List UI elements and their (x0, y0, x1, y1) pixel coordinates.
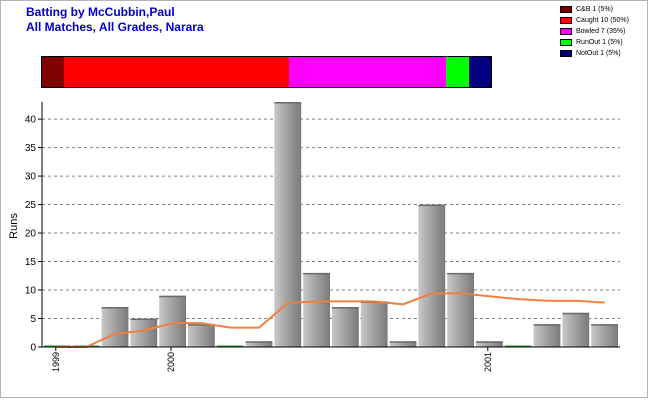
bar-top-edge (533, 324, 561, 326)
bar-top-edge (101, 307, 129, 309)
bars (44, 102, 618, 347)
y-tick-label: 0 (30, 343, 36, 354)
legend-label-notout: NotOut 1 (5%) (576, 50, 621, 57)
bar (216, 345, 244, 347)
bar (245, 341, 273, 347)
dismissal-segment-caught (64, 57, 289, 87)
bar (130, 318, 158, 347)
bar (360, 301, 388, 347)
bar-body (389, 341, 417, 347)
bar-body (332, 307, 359, 347)
bar (476, 341, 503, 347)
bar-zero (216, 345, 244, 347)
bar (159, 295, 186, 347)
bar (332, 307, 359, 347)
y-tick-label: 15 (25, 257, 37, 268)
legend: C&B 1 (5%) Caught 10 (50%) Bowled 7 (35%… (560, 4, 629, 59)
title-line-1: Batting by McCubbin,Paul (26, 5, 175, 19)
bar-body (562, 312, 590, 347)
bar-body (591, 324, 618, 347)
legend-label-cb: C&B 1 (5%) (576, 6, 613, 13)
bar-top-edge (447, 272, 474, 275)
legend-swatch-runout (560, 39, 572, 46)
bar (274, 102, 302, 347)
bar-body (274, 102, 302, 347)
bar (188, 324, 215, 347)
dismissal-proportion-bar (41, 56, 492, 88)
bar (101, 307, 129, 347)
bar (389, 341, 417, 347)
legend-item-cb: C&B 1 (5%) (560, 4, 629, 15)
legend-item-caught: Caught 10 (50%) (560, 15, 629, 26)
y-tick-label: 30 (25, 172, 37, 183)
bar-body (418, 204, 446, 347)
x-tick-label: 2000 (166, 352, 176, 372)
y-tick-label: 40 (25, 115, 37, 126)
y-tick-label: 20 (25, 229, 37, 240)
dismissal-segment-cb (42, 57, 65, 87)
bar-top-edge (476, 341, 503, 343)
bar-body (130, 318, 158, 347)
bar (303, 272, 330, 347)
bar-top-edge (591, 324, 618, 326)
bar-top-edge (130, 318, 158, 321)
bar-body (533, 324, 561, 347)
x-tick-label: 2001 (483, 352, 493, 372)
y-tick-label: 5 (30, 314, 36, 325)
bar (591, 324, 618, 347)
bar (418, 204, 446, 347)
bar-top-edge (332, 307, 359, 309)
y-tick-label: 35 (25, 143, 37, 154)
bar (533, 324, 561, 347)
average-line (57, 292, 605, 348)
bar-top-edge (562, 312, 590, 315)
bar (447, 272, 474, 347)
legend-label-runout: RunOut 1 (5%) (576, 39, 623, 46)
grid-lines (42, 118, 620, 320)
chart-title: Batting by McCubbin,Paul All Matches, Al… (26, 5, 204, 35)
bar-top-edge (418, 204, 446, 207)
legend-swatch-caught (560, 17, 572, 24)
bar-body (159, 295, 186, 347)
bar-body (476, 341, 503, 347)
bar-body (303, 272, 330, 347)
bar (504, 345, 532, 347)
legend-swatch-bowled (560, 28, 572, 35)
title-line-2: All Matches, All Grades, Narara (26, 20, 204, 34)
dismissal-segment-runout (446, 57, 469, 87)
legend-item-notout: NotOut 1 (5%) (560, 48, 629, 59)
bar-top-edge (274, 102, 302, 104)
dismissal-segment-notout (468, 57, 491, 87)
bar-zero (504, 345, 532, 347)
bar-body (188, 324, 215, 347)
axes: 0 5 10 15 20 25 30 35 40 1999 2000 2001 (25, 102, 620, 372)
bar (562, 312, 590, 347)
bar-body (360, 301, 388, 347)
y-tick-label: 10 (25, 286, 37, 297)
y-tick-label: 25 (25, 200, 37, 211)
legend-swatch-notout (560, 50, 572, 57)
legend-swatch-cb (560, 6, 572, 13)
dismissal-segment-bowled (288, 57, 447, 87)
y-axis-label: Runs (8, 213, 20, 239)
legend-item-runout: RunOut 1 (5%) (560, 37, 629, 48)
bar-body (101, 307, 129, 347)
bar-top-edge (159, 295, 186, 298)
legend-label-caught: Caught 10 (50%) (576, 17, 629, 24)
bar-body (447, 272, 474, 347)
legend-label-bowled: Bowled 7 (35%) (576, 28, 626, 35)
legend-item-bowled: Bowled 7 (35%) (560, 26, 629, 37)
bar-top-edge (303, 272, 330, 275)
bar-top-edge (245, 341, 273, 343)
bar-top-edge (188, 324, 215, 326)
bar-top-edge (389, 341, 417, 343)
bar-body (245, 341, 273, 347)
average-line-path (57, 292, 605, 348)
x-tick-label: 1999 (51, 352, 61, 372)
